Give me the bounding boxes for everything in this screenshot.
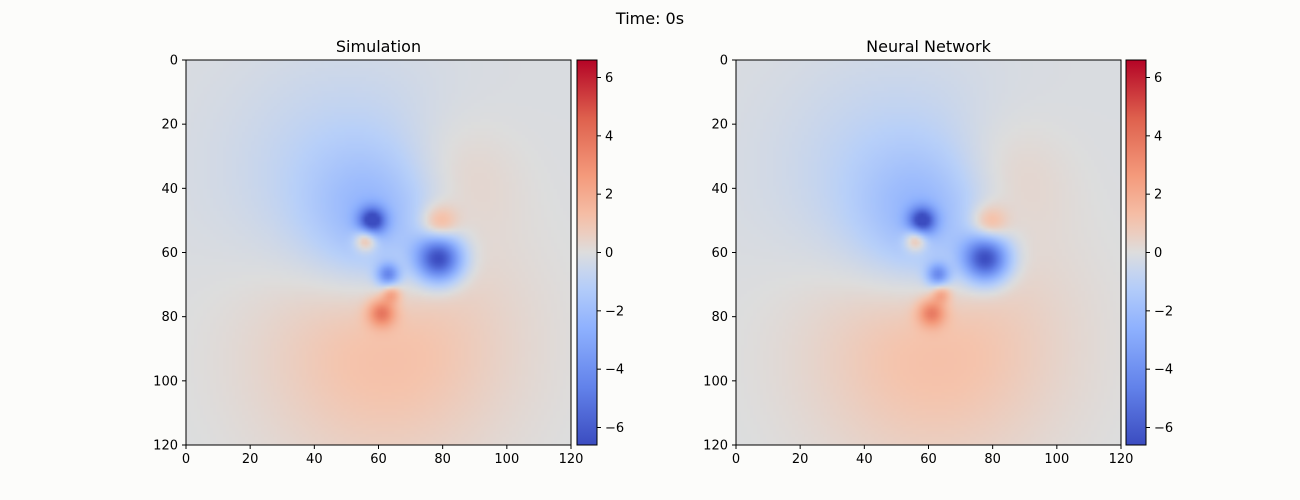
figure-suptitle: Time: 0s <box>615 9 684 28</box>
simulation-heatmap <box>186 60 571 445</box>
y-tick-label: 120 <box>153 439 178 454</box>
neural-network-x-axis: 0 20 40 60 80 100 120 <box>732 445 1134 467</box>
colorbar-tick-label: −6 <box>1154 421 1173 436</box>
colorbar-tick-label: 4 <box>605 129 613 144</box>
simulation-y-axis: 0 20 40 60 80 100 120 <box>153 54 186 454</box>
x-tick-label: 60 <box>920 452 937 467</box>
heatmap-image <box>736 60 1121 445</box>
colorbar-tick-label: −2 <box>605 304 624 319</box>
x-tick-label: 40 <box>306 452 323 467</box>
colorbar-tick-label: −6 <box>605 421 624 436</box>
simulation-panel: Simulation 0 20 40 60 80 100 120 0204060801001… <box>153 37 624 467</box>
y-tick-label: 0 <box>720 54 728 69</box>
x-tick-label: 20 <box>792 452 809 467</box>
x-tick-label: 40 <box>856 452 873 467</box>
colorbar-tick-label: 4 <box>1154 129 1162 144</box>
x-tick-label: 100 <box>494 452 519 467</box>
simulation-colorbar: −6 −4 −2 0 2 4 6 <box>576 59 624 446</box>
y-tick-label: 60 <box>161 246 178 261</box>
x-tick-label: 100 <box>1044 452 1069 467</box>
x-tick-label: 120 <box>1109 452 1134 467</box>
y-tick-label: 80 <box>161 310 178 325</box>
x-tick-label: 60 <box>370 452 387 467</box>
y-tick-label: 120 <box>703 439 728 454</box>
colorbar-tick-label: 2 <box>1154 188 1162 203</box>
simulation-title: Simulation <box>336 37 421 56</box>
x-tick-label: 20 <box>242 452 259 467</box>
y-tick-label: 40 <box>711 182 728 197</box>
x-tick-label: 0 <box>182 452 190 467</box>
x-tick-label: 0 <box>732 452 740 467</box>
neural-network-title: Neural Network <box>866 37 991 56</box>
y-tick-label: 60 <box>711 246 728 261</box>
y-tick-label: 100 <box>703 374 728 389</box>
colorbar-tick-label: 0 <box>605 246 613 261</box>
neural-network-y-axis: 0 20 40 60 80 100 120 <box>703 54 736 454</box>
heatmap-image <box>186 60 571 445</box>
colorbar-tick-label: 2 <box>605 188 613 203</box>
simulation-x-axis: 0 20 40 60 80 100 120 <box>182 445 584 467</box>
colorbar-tick-label: −4 <box>1154 363 1173 378</box>
x-tick-label: 80 <box>984 452 1001 467</box>
neural-network-panel: Neural Network 0 20 40 60 80 100 120 020406080… <box>703 37 1173 467</box>
y-tick-label: 20 <box>711 118 728 133</box>
neural-network-colorbar: −6 −4 −2 0 2 4 6 <box>1125 59 1173 446</box>
y-tick-label: 80 <box>711 310 728 325</box>
colorbar-gradient <box>1125 59 1147 446</box>
colorbar-tick-label: 0 <box>1154 246 1162 261</box>
y-tick-label: 40 <box>161 182 178 197</box>
y-tick-label: 0 <box>170 54 178 69</box>
x-tick-label: 80 <box>434 452 451 467</box>
colorbar-tick-label: 6 <box>1154 71 1162 86</box>
colorbar-gradient <box>576 59 598 446</box>
colorbar-tick-label: −2 <box>1154 304 1173 319</box>
x-tick-label: 120 <box>559 452 584 467</box>
colorbar-tick-label: −4 <box>605 363 624 378</box>
neural-network-heatmap <box>736 60 1121 445</box>
y-tick-label: 20 <box>161 118 178 133</box>
y-tick-label: 100 <box>153 374 178 389</box>
colorbar-tick-label: 6 <box>605 71 613 86</box>
